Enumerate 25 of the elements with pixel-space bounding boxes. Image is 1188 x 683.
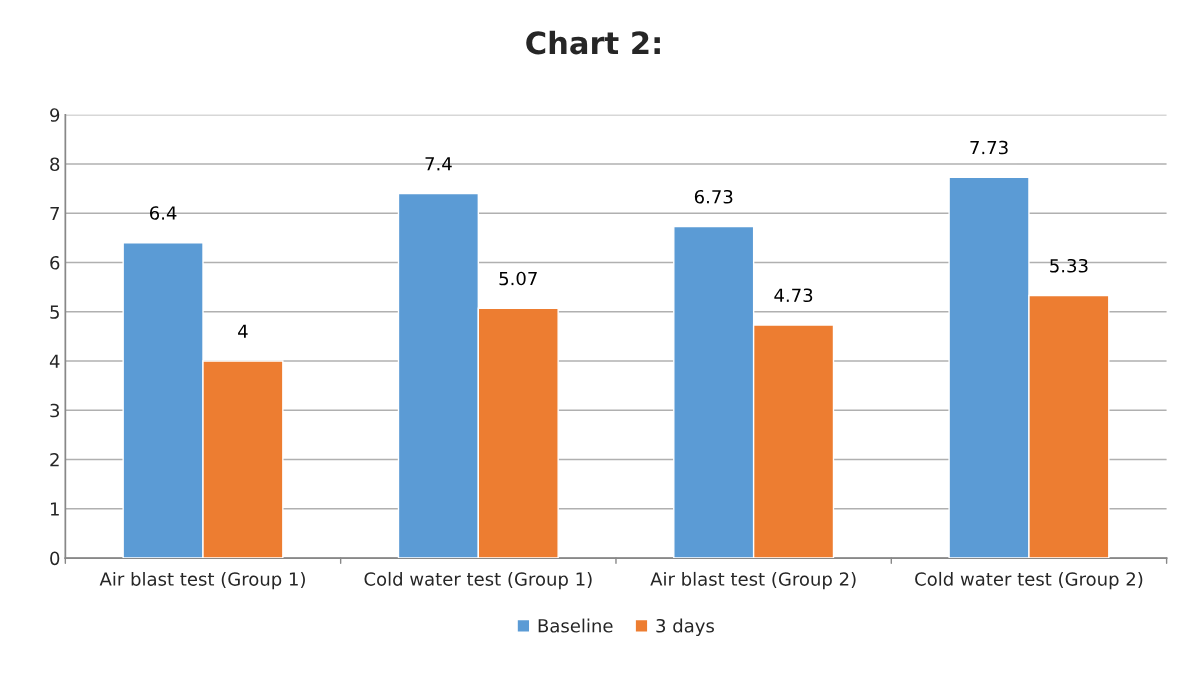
- y-tick-label: 6: [50, 255, 60, 270]
- y-tick-label: 5: [50, 305, 59, 319]
- y-tick-label: 7: [50, 206, 59, 221]
- data-label: 5.07: [499, 271, 537, 286]
- data-label: 4: [238, 324, 248, 338]
- x-tick-label: Cold water test (Group 2): [915, 571, 1143, 590]
- legend-label: 3 days: [656, 618, 714, 637]
- y-tick-label: 8: [50, 157, 60, 172]
- y-tick-label: 1: [50, 502, 59, 516]
- x-tick-label: Cold water test (Group 1): [364, 571, 592, 590]
- data-label: 7.4: [425, 157, 452, 171]
- y-tick-label: 3: [50, 403, 60, 418]
- data-label: 7.73: [970, 140, 1008, 155]
- data-label: 5.33: [1050, 258, 1088, 273]
- data-label: 4.73: [774, 288, 813, 303]
- x-tick-label: Air blast test (Group 1): [99, 571, 305, 590]
- data-label: 6.4: [149, 206, 177, 220]
- y-tick-label: 2: [50, 452, 59, 467]
- y-tick-label: 4: [49, 354, 60, 368]
- chart-title: Chart 2:: [526, 30, 660, 55]
- legend-label: Baseline: [538, 618, 613, 633]
- data-label: 6.73: [694, 189, 733, 204]
- y-tick-label: 0: [50, 551, 60, 566]
- x-tick-label: Air blast test (Group 2): [650, 571, 856, 590]
- y-tick-label: 9: [50, 108, 60, 122]
